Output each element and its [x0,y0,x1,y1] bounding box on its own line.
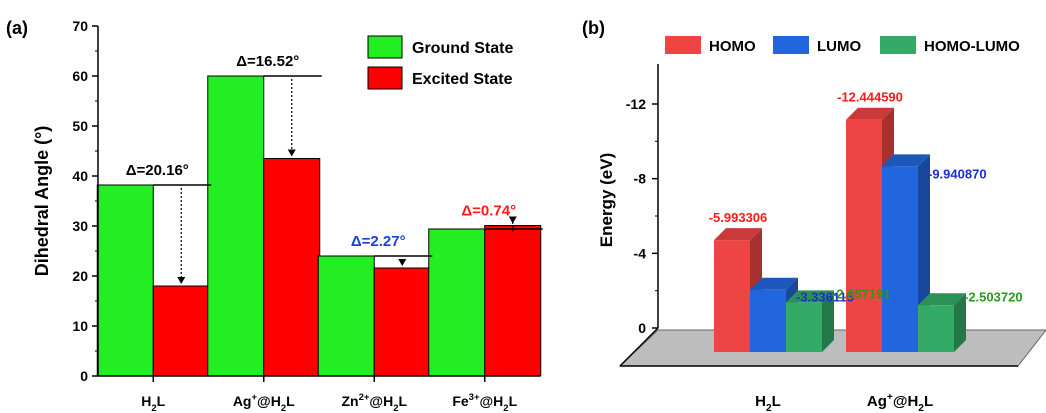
bar-homo [846,119,882,352]
legend-label: Excited State [412,71,513,88]
value-label-homo-lumo: -2.657191 [832,286,891,301]
y-tick-label: -4 [634,245,647,261]
bar-side-face [822,290,834,352]
delta-arrow-head [177,277,186,284]
delta-annotation: Δ=16.52° [236,53,299,70]
panel-b-legend: HOMO LUMO HOMO-LUMO [665,36,1020,55]
bar-top-face [882,154,930,167]
y-tick-label: -8 [634,171,647,187]
panel-b-label: (b) [582,18,605,38]
legend-swatch [367,35,403,59]
legend-label: HOMO-LUMO [924,38,1020,55]
bar-homo-lumo [786,302,822,352]
delta-annotation: Δ=0.74° [461,203,516,220]
y-tick-label: 10 [72,318,88,334]
bar-excited-state [373,267,431,377]
panel-b-y-axis-label: Energy (eV) [597,153,616,247]
legend-label: Ground State [412,40,513,57]
bar-excited-state [484,225,542,377]
bar-excited-state [263,158,321,377]
y-tick-label: 0 [80,368,88,384]
x-tick-label: Ag+@H2L [233,392,295,413]
bar-top-face [714,228,762,241]
y-tick-label: 50 [72,118,88,134]
bar-ground-state [317,255,375,377]
panel-a-label: (a) [6,18,28,38]
bar-top-face [786,290,834,303]
bar-top-face [918,293,966,306]
delta-arrow-head [287,149,296,157]
bar-top-face [846,107,894,120]
panel-b-chart: (b) Energy (eV) 0 -4 -8 -12 H2L Ag+@H2L -5.99… [582,18,1046,413]
bar-ground-state [428,228,486,377]
panel-a-y-axis-label: Dihedral Angle (°) [32,126,52,277]
value-label-homo: -12.444590 [837,90,903,105]
legend-label: HOMO [709,38,756,55]
y-axis-depth-line [619,327,659,367]
delta-arrow-head [508,216,517,224]
legend-swatch [773,36,809,54]
bar-ground-state [207,75,265,377]
value-label-lumo: -9.940870 [928,166,987,181]
legend-label: LUMO [817,38,861,55]
legend-swatch [367,66,403,90]
bar-top-face [750,277,798,290]
y-tick-label: -12 [626,96,646,112]
y-tick-label: 40 [72,168,88,184]
bar-lumo [750,289,786,352]
y-tick-label: 60 [72,68,88,84]
x-tick-label: H2L [141,393,165,413]
panel-a-annotations: Δ=20.16° Δ=16.52° Δ=2.27° Δ=0.74° [126,53,543,284]
x-tick-label: H2L [755,393,781,413]
panel-b-value-labels: -5.993306 -3.336115-2.657191 -12.444590 -9.… [709,90,1023,305]
panel-a-chart: (a) Dihedral Angle (°) Δ=20.16°Δ=16.52°Δ… [6,18,543,413]
panel-a-bars [96,75,542,377]
x-tick-label: Zn2+@H2L [341,392,407,413]
panel-a-axes: H2L Ag+@H2L Zn2+@H2L Fe3+@H2L 0 10 20 30 40 50 60 7… [72,18,540,413]
legend-swatch [665,36,701,54]
bar-side-face [954,293,966,352]
delta-annotation: Δ=20.16° [126,162,189,179]
value-label-homo-lumo: -2.503720 [964,289,1023,304]
y-tick-label: 70 [72,18,88,34]
delta-arrow-head [398,259,407,266]
y-tick-label: 0 [638,320,646,336]
y-tick-label: 20 [72,268,88,284]
bar-excited-state [152,285,210,377]
value-label-lumo: -3.336115 [796,290,854,305]
legend-swatch [880,36,916,54]
panel-a-legend: Ground State Excited State [367,35,513,90]
bar-homo [714,240,750,352]
x-tick-label: Ag+@H2L [867,392,933,413]
delta-annotation: Δ=2.27° [351,233,406,250]
bar-homo-lumo [918,305,954,352]
panel-b-bars [714,107,966,352]
bar-lumo [882,166,918,352]
value-label-homo: -5.993306 [709,210,768,225]
y-tick-label: 30 [72,218,88,234]
bar-ground-state [96,184,154,377]
x-tick-label: Fe3+@H2L [452,392,517,413]
panel-b-axes: 0 -4 -8 -12 H2L Ag+@H2L [619,64,933,413]
